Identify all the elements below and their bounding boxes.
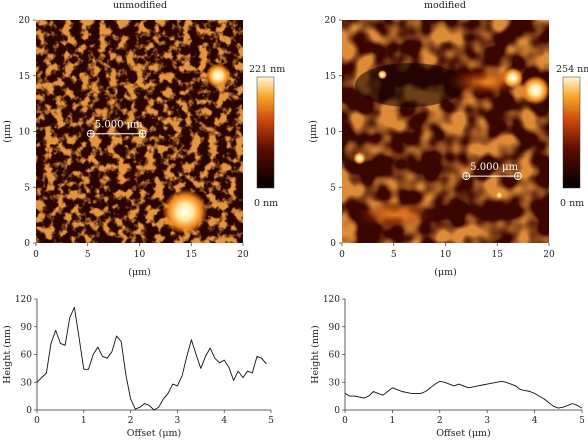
y-tick-label: 30 (21, 378, 33, 388)
scale-bar-label: 5.000 μm (470, 162, 518, 173)
afm-image-modified: 5.000 μm (342, 20, 551, 243)
y-tick-label: 60 (329, 351, 341, 361)
y-tick-label: 5 (330, 183, 336, 193)
y-tick-label: 15 (19, 72, 31, 82)
y-tick-label: 5 (24, 183, 30, 193)
y-tick-label: 0 (334, 406, 340, 416)
title-modified: modified (424, 0, 466, 11)
y-tick-label: 15 (325, 72, 337, 82)
colorbar-modified (562, 76, 581, 189)
y-tick-label: 0 (24, 239, 30, 249)
title-unmodified: unmodified (113, 0, 167, 11)
afm-image-unmodified: 5.000 μm (36, 20, 243, 243)
bright-feature (377, 69, 388, 80)
height-profile-line (36, 306, 267, 411)
colorbar-unmodified (256, 76, 275, 189)
x-tick-label: 3 (175, 416, 181, 426)
x-tick-label: 4 (532, 416, 538, 426)
x-axis-label: (μm) (434, 267, 457, 278)
x-tick-label: 5 (391, 250, 397, 260)
x-tick-label: 2 (437, 416, 443, 426)
y-axis-label: Height (nm) (310, 325, 321, 384)
y-tick-label: 90 (21, 323, 33, 333)
x-tick-label: 10 (440, 250, 452, 260)
x-tick-label: 2 (128, 416, 134, 426)
x-tick-label: 5 (85, 250, 91, 260)
bright-feature (521, 75, 551, 105)
y-tick-label: 20 (325, 16, 337, 26)
x-tick-label: 20 (543, 250, 555, 260)
x-tick-label: 3 (484, 416, 490, 426)
y-tick-label: 90 (329, 323, 341, 333)
y-axis-label: (μm) (308, 120, 319, 143)
y-tick-label: 120 (323, 295, 340, 305)
x-tick-label: 15 (492, 250, 504, 260)
colorbar-min-label: 0 nm (560, 198, 584, 209)
x-tick-label: 20 (237, 250, 249, 260)
x-tick-label: 0 (339, 250, 345, 260)
bright-feature (502, 67, 524, 89)
x-tick-label: 10 (134, 250, 146, 260)
x-axis-label: (μm) (128, 267, 151, 278)
x-tick-label: 4 (221, 416, 227, 426)
x-tick-label: 0 (33, 250, 39, 260)
bright-feature (205, 63, 231, 89)
y-tick-label: 30 (329, 378, 341, 388)
x-tick-label: 5 (268, 416, 274, 426)
y-tick-label: 0 (330, 239, 336, 249)
y-tick-label: 60 (21, 351, 33, 361)
x-tick-label: 15 (186, 250, 198, 260)
colorbar-min-label: 0 nm (254, 198, 278, 209)
colorbar-max-label: 254 nm (556, 64, 588, 75)
bright-feature (495, 190, 504, 200)
y-tick-label: 10 (19, 128, 31, 138)
y-tick-label: 10 (325, 128, 337, 138)
x-tick-label: 5 (579, 416, 585, 426)
colorbar-max-label: 221 nm (249, 64, 285, 75)
x-axis-label: Offset (μm) (436, 428, 490, 439)
bright-feature (353, 152, 366, 165)
x-tick-label: 0 (34, 416, 40, 426)
x-axis-label: Offset (μm) (127, 428, 181, 439)
y-tick-label: 120 (15, 295, 32, 305)
y-axis-label: (μm) (2, 120, 13, 143)
x-tick-label: 1 (81, 416, 87, 426)
y-tick-label: 0 (26, 406, 32, 416)
bright-band (355, 201, 435, 229)
x-tick-label: 1 (390, 416, 396, 426)
bright-feature (162, 189, 208, 235)
y-tick-label: 20 (19, 16, 31, 26)
scale-bar-label: 5.000 μm (95, 120, 143, 131)
x-tick-label: 0 (342, 416, 348, 426)
height-profile-line (344, 380, 583, 409)
y-axis-label: Height (nm) (2, 325, 13, 384)
